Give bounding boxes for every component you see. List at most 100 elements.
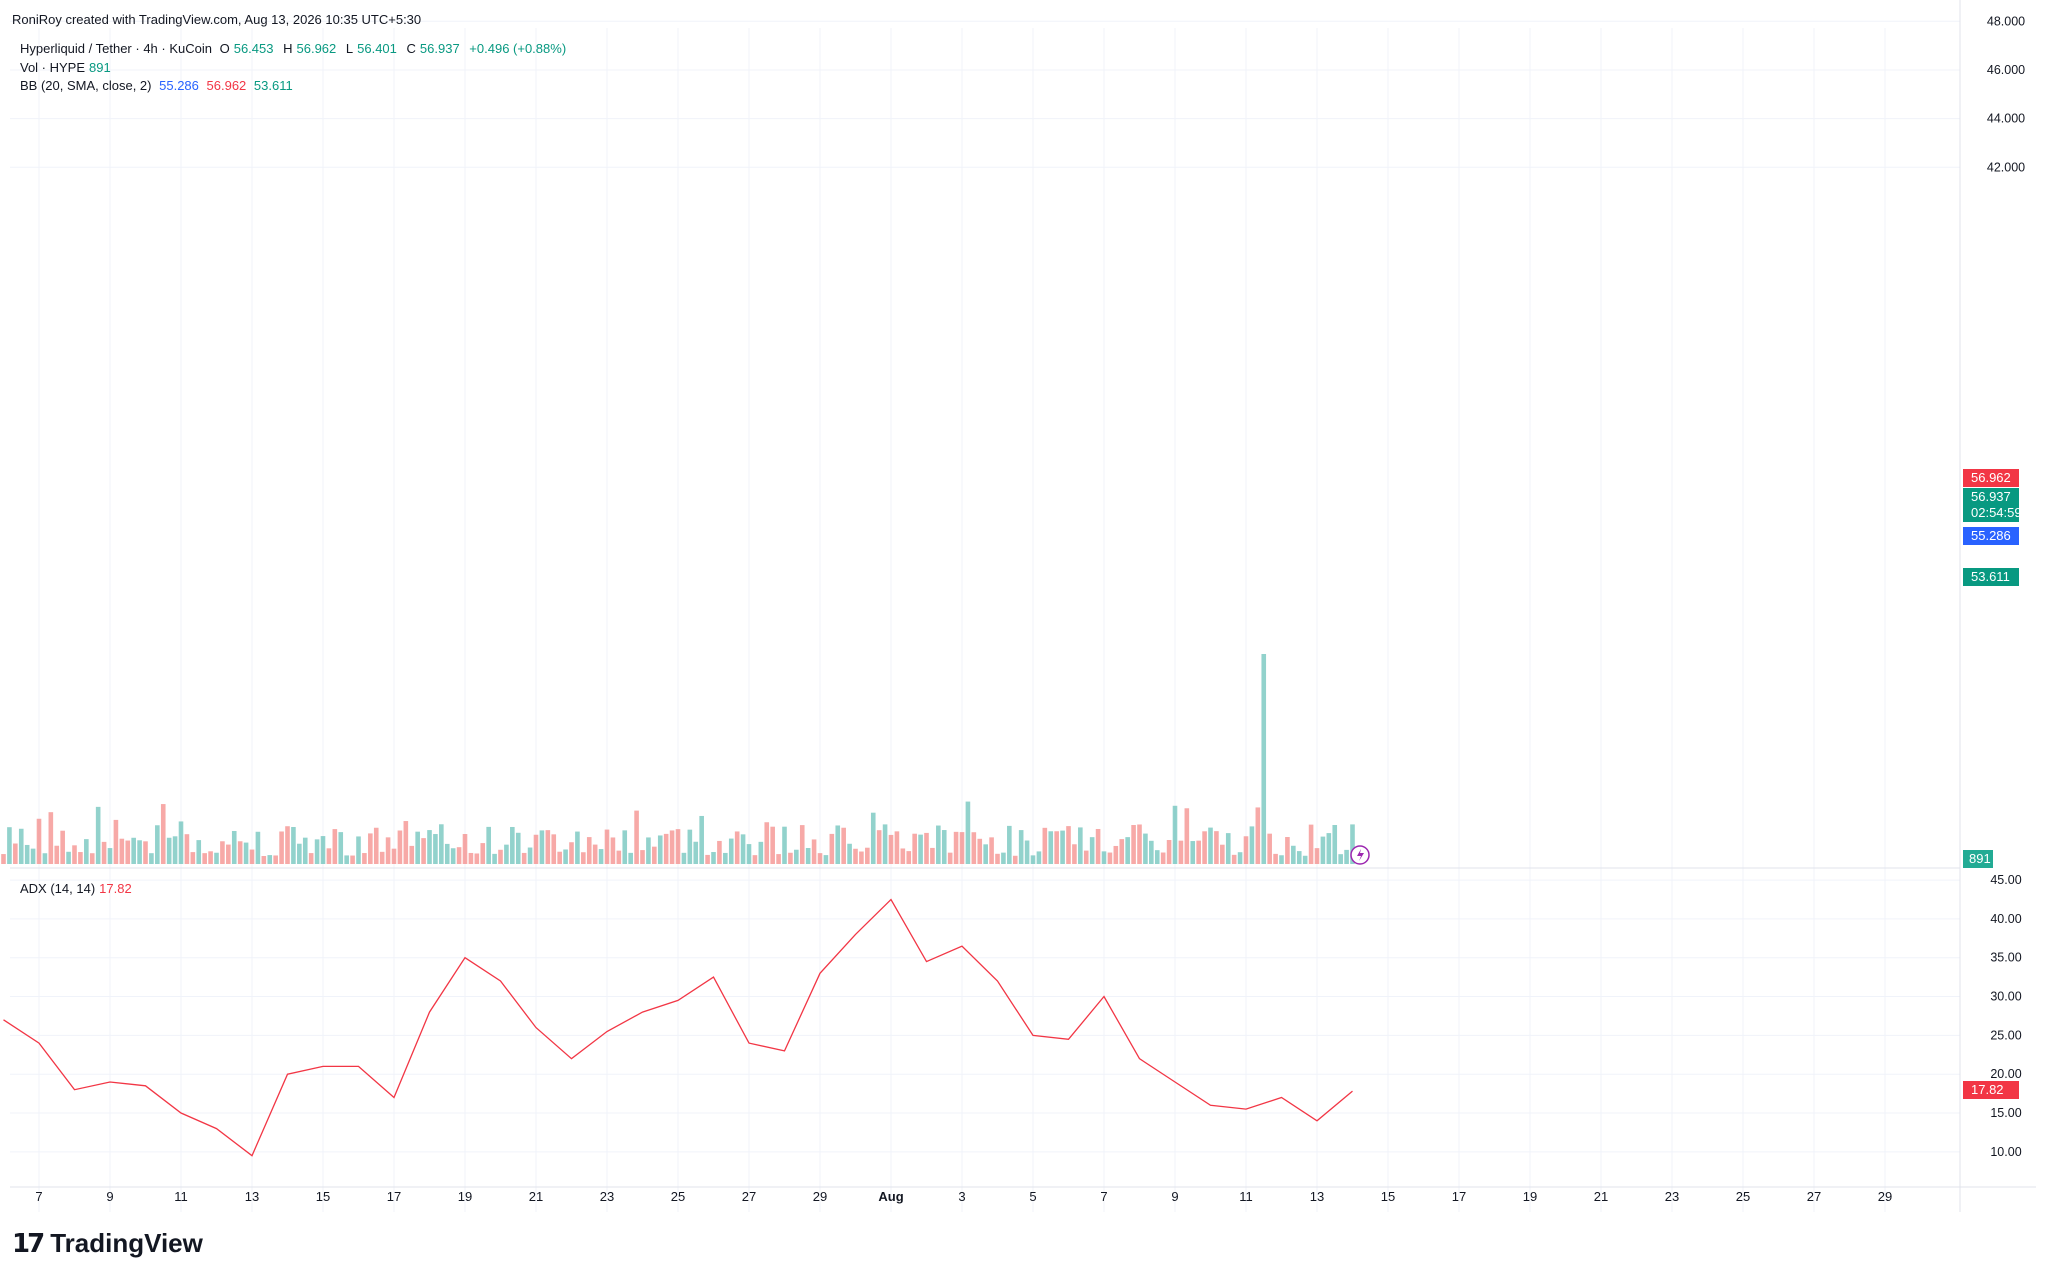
time-tick-label: 29 [813,1189,827,1204]
adx-tick-label: 35.00 [1990,951,2021,965]
volume-bar [350,855,355,864]
volume-bar [799,825,805,864]
volume-bar [84,839,89,864]
volume-bar [72,845,77,864]
price-tick-label: 44.000 [1987,112,2025,126]
volume-bar [829,833,835,864]
volume-bar [995,853,1000,864]
volume-bar [977,838,983,864]
volume-bar [143,841,148,864]
volume-bar [882,824,888,864]
volume-bar [504,844,509,864]
volume-bar [652,846,657,864]
volume-bar [770,826,775,864]
adx-tick-label: 40.00 [1990,912,2021,926]
volume-bar [1083,850,1089,864]
volume-bar [113,819,119,864]
time-tick-label: 11 [174,1189,188,1204]
time-tick-label: 19 [1523,1189,1537,1204]
volume-bar [492,853,497,864]
volume-bar [628,852,633,864]
volume-bar [480,843,486,864]
volume-bar [1196,840,1201,864]
volume-bar [1095,828,1101,864]
volume-bar [699,815,704,864]
volume-bar [811,839,817,864]
volume-bar [1208,827,1213,864]
volume-bar [616,850,622,864]
time-tick-label: 27 [742,1189,756,1204]
volume-bar [669,830,675,864]
volume-bar [764,822,770,864]
time-tick-label: 27 [1807,1189,1821,1204]
volume-bar [273,855,278,864]
volume-bar [95,806,101,864]
volume-bar [468,852,474,864]
volume-bar [936,825,941,864]
volume-bar [1024,840,1030,864]
volume-bar [717,840,722,864]
volume-bar [373,827,379,864]
volume-bar [1042,827,1048,864]
volume-bar [1314,848,1320,864]
volume-bar [1225,833,1231,864]
volume-bar [54,845,60,864]
volume-bar [521,852,527,864]
credit-line: RoniRoy created with TradingView.com, Au… [12,12,422,27]
volume-bar [338,832,344,864]
volume-bar [1231,854,1237,864]
volume-bar [368,833,373,864]
volume-bar [267,855,273,864]
price-tick-label: 42.000 [1987,160,2025,174]
volume-legend: Vol · HYPE 891 [20,60,111,75]
volume-bar [711,852,716,864]
volume-bar [107,848,113,864]
volume-bar [610,837,616,864]
volume-bar [569,842,574,864]
volume-bar [918,834,923,864]
volume-bar [1154,850,1160,864]
volume-bar [510,826,515,864]
volume-bar [391,848,397,864]
time-tick-label: 11 [1239,1189,1253,1204]
volume-bar [746,844,752,864]
volume-bar [1143,833,1148,864]
volume-bar [1172,805,1178,864]
time-tick-label: 19 [458,1189,472,1204]
volume-bar [1012,855,1018,864]
volume-bar [24,844,30,864]
volume-bar [794,849,799,864]
volume-bar [36,818,42,864]
time-tick-label: 9 [1171,1189,1178,1204]
volume-bar [149,853,154,864]
volume-bar [847,843,852,864]
volume-bar [1089,837,1095,864]
volume-bar [1048,831,1054,864]
volume-bar [314,839,320,864]
volume-bar [1273,853,1278,864]
volume-bar [1066,826,1071,864]
volume-bar [421,838,426,864]
price-legend: Hyperliquid / Tether · 4h · KuCoin O 56.4… [20,41,574,56]
volume-bar [788,852,793,864]
volume-bar [415,831,420,864]
volume-bar [776,854,781,864]
tradingview-logo[interactable]: 17 TradingView [12,1228,203,1259]
volume-bar [888,834,894,864]
volume-bar [1018,830,1024,864]
volume-bar [622,830,628,864]
volume-bar [865,847,870,864]
volume-bar [101,841,107,864]
volume-bar [1249,826,1255,864]
volume-bar [202,853,207,864]
volume-bar [1291,845,1296,864]
volume-bar [1267,833,1272,864]
volume-bar [758,841,764,864]
volume-bar [1237,852,1243,864]
volume-bar [1060,830,1065,864]
volume-bar [297,843,302,864]
time-tick-label: 9 [106,1189,113,1204]
volume-bar [1160,852,1166,864]
time-tick-label: 17 [1452,1189,1466,1204]
